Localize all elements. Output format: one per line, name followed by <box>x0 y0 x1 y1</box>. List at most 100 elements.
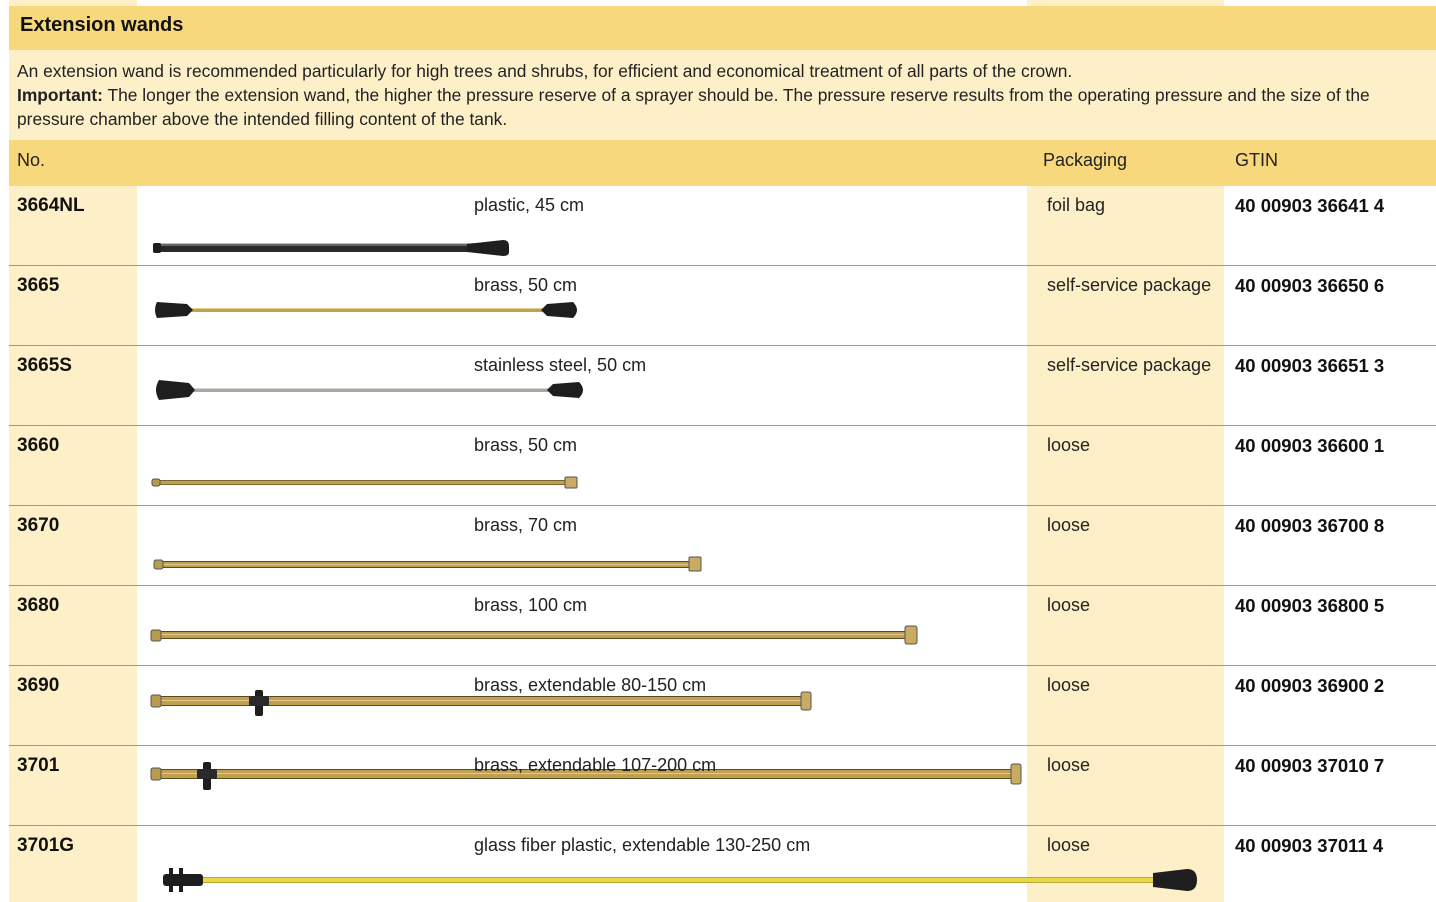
wand-image-steel <box>156 380 583 400</box>
cell-gtin: 40 00903 36700 8 <box>1224 506 1436 585</box>
cell-gtin: 40 00903 36641 4 <box>1224 186 1436 265</box>
product-description: brass, 100 cm <box>474 595 588 615</box>
gtin-value: 40 00903 36650 6 <box>1235 275 1385 296</box>
intro-text-block: An extension wand is recommended particu… <box>9 50 1436 140</box>
table-header: No. Packaging GTIN <box>9 140 1436 186</box>
cell-gtin: 40 00903 37011 4 <box>1224 826 1436 902</box>
gtin-value: 40 00903 36800 5 <box>1235 595 1385 616</box>
product-table-page: Extension wands An extension wand is rec… <box>9 0 1436 902</box>
important-text: The longer the extension wand, the highe… <box>17 85 1370 129</box>
table-row: 3665 brass, 50 cm self-service package 4… <box>9 266 1436 346</box>
section-title-bar: Extension wands <box>9 6 1436 50</box>
product-description: brass, 50 cm <box>474 435 578 455</box>
table-body: 3664NL plastic, 45 cm foil bag 40 00903 … <box>9 186 1436 902</box>
packaging-value: loose <box>1047 435 1091 455</box>
product-description: brass, 70 cm <box>474 515 578 535</box>
cell-packaging: loose <box>1027 746 1224 825</box>
product-description: glass fiber plastic, extendable 130-250 … <box>474 835 811 855</box>
top-strip <box>9 0 1436 6</box>
cell-packaging: self-service package <box>1027 266 1224 345</box>
cell-packaging: loose <box>1027 506 1224 585</box>
gtin-value: 40 00903 36900 2 <box>1235 675 1385 696</box>
wand-image-brass-100 <box>150 625 918 645</box>
wand-image-brass-extendable-200 <box>150 762 1022 790</box>
gtin-value: 40 00903 37010 7 <box>1235 755 1385 776</box>
table-row: 3664NL plastic, 45 cm foil bag 40 00903 … <box>9 186 1436 266</box>
product-description: brass, extendable 80-150 cm <box>474 675 707 695</box>
packaging-value: self-service package <box>1047 275 1212 295</box>
cell-packaging: loose <box>1027 426 1224 505</box>
wand-image-brass-50 <box>151 476 578 489</box>
gtin-value: 40 00903 37011 4 <box>1235 835 1384 856</box>
column-header-no: No. <box>17 150 46 170</box>
packaging-value: loose <box>1047 755 1091 775</box>
cell-article-number: 3664NL <box>9 186 137 265</box>
product-description: brass, extendable 107-200 cm <box>474 755 717 775</box>
article-number: 3670 <box>17 515 60 536</box>
product-description: brass, 50 cm <box>474 275 578 295</box>
table-row: 3670 brass, 70 cm loose 40 00903 36700 8 <box>9 506 1436 586</box>
packaging-value: loose <box>1047 595 1091 615</box>
cell-article-number: 3680 <box>9 586 137 665</box>
table-row: 3665S stainless steel, 50 cm self-servic… <box>9 346 1436 426</box>
intro-paragraph: An extension wand is recommended particu… <box>17 59 1417 131</box>
cell-description: brass, 50 cm <box>137 426 1027 505</box>
cell-gtin: 40 00903 36651 3 <box>1224 346 1436 425</box>
cell-packaging: self-service package <box>1027 346 1224 425</box>
wand-image-plastic <box>153 240 509 256</box>
table-row: 3701 brass, extendable 107-200 cm loose … <box>9 746 1436 826</box>
cell-packaging: loose <box>1027 826 1224 902</box>
cell-description: brass, 100 cm <box>137 586 1027 665</box>
gtin-value: 40 00903 36700 8 <box>1235 515 1385 536</box>
article-number: 3701G <box>17 835 75 856</box>
packaging-value: self-service package <box>1047 355 1212 375</box>
cell-article-number: 3660 <box>9 426 137 505</box>
packaging-value: loose <box>1047 675 1091 695</box>
cell-gtin: 40 00903 36900 2 <box>1224 666 1436 745</box>
wand-image-brass-extendable-150 <box>150 690 812 716</box>
section-title: Extension wands <box>20 14 184 36</box>
article-number: 3680 <box>17 595 60 616</box>
wand-image-glass-fiber <box>163 868 1027 892</box>
gtin-value: 40 00903 36600 1 <box>1235 435 1385 456</box>
article-number: 3701 <box>17 755 60 776</box>
article-number: 3690 <box>17 675 60 696</box>
cell-article-number: 3665S <box>9 346 137 425</box>
cell-article-number: 3665 <box>9 266 137 345</box>
cell-description: brass, extendable 80-150 cm <box>137 666 1027 745</box>
article-number: 3665 <box>17 275 60 296</box>
packaging-value: foil bag <box>1047 195 1106 215</box>
cell-packaging: loose <box>1027 586 1224 665</box>
intro-line-1: An extension wand is recommended particu… <box>17 61 1073 81</box>
gtin-value: 40 00903 36651 3 <box>1235 355 1385 376</box>
cell-article-number: 3701 <box>9 746 137 825</box>
table-row: 3690 brass, extendable 80-150 cm loose 4… <box>9 666 1436 746</box>
table-row: 3701G glass fiber plastic, extendable 13… <box>9 826 1436 902</box>
cell-gtin: 40 00903 36600 1 <box>1224 426 1436 505</box>
cell-packaging: loose <box>1027 666 1224 745</box>
table-row: 3680 brass, 100 cm loose 40 00903 36800 … <box>9 586 1436 666</box>
column-header-packaging: Packaging <box>1043 150 1128 170</box>
cell-description: stainless steel, 50 cm <box>137 346 1027 425</box>
gtin-value: 40 00903 36641 4 <box>1235 195 1385 216</box>
cell-article-number: 3701G <box>9 826 137 902</box>
cell-gtin: 40 00903 36800 5 <box>1224 586 1436 665</box>
article-number: 3660 <box>17 435 60 456</box>
article-number: 3665S <box>17 355 72 376</box>
wand-image-brass-capped <box>155 302 577 318</box>
cell-article-number: 3690 <box>9 666 137 745</box>
column-header-gtin: GTIN <box>1235 150 1278 170</box>
wand-image-glass-fiber-continued <box>1027 869 1197 891</box>
cell-description: brass, extendable 107-200 cm <box>137 746 1027 825</box>
packaging-value: loose <box>1047 835 1091 855</box>
cell-gtin: 40 00903 37010 7 <box>1224 746 1436 825</box>
cell-description: brass, 50 cm <box>137 266 1027 345</box>
cell-article-number: 3670 <box>9 506 137 585</box>
packaging-value: loose <box>1047 515 1091 535</box>
cell-description: plastic, 45 cm <box>137 186 1027 265</box>
important-label: Important: <box>17 85 103 105</box>
cell-description: brass, 70 cm <box>137 506 1027 585</box>
cell-description: glass fiber plastic, extendable 130-250 … <box>137 826 1027 902</box>
cell-gtin: 40 00903 36650 6 <box>1224 266 1436 345</box>
article-number: 3664NL <box>17 195 85 216</box>
